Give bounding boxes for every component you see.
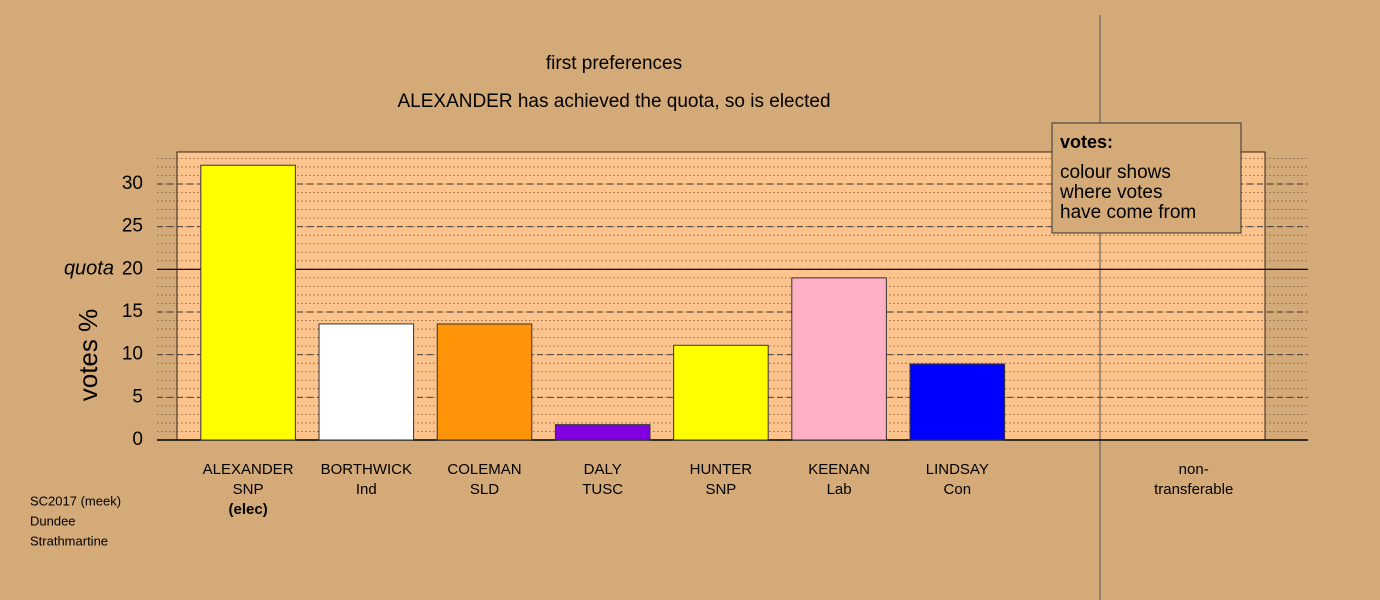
bar — [318, 323, 415, 441]
x-tick-label: COLEMAN — [447, 461, 521, 478]
chart-title: first preferences — [546, 53, 682, 74]
bar — [791, 277, 887, 441]
x-tick-label: Ind — [356, 481, 377, 498]
footnote: Dundee — [30, 513, 76, 528]
y-tick-label: 25 — [122, 216, 143, 237]
legend: votes: colour shows where votes have com… — [1051, 122, 1242, 234]
y-tick-label: 10 — [122, 344, 143, 365]
x-tick-label: SNP — [705, 481, 736, 498]
bar — [436, 323, 533, 441]
legend-box — [1051, 122, 1242, 234]
x-tick-label: KEENAN — [808, 461, 870, 478]
y-tick-label: 20 — [122, 258, 143, 279]
x-tick-label: Con — [944, 481, 972, 498]
x-tick-label: TUSC — [582, 481, 623, 498]
x-tick-label: HUNTER — [690, 461, 753, 478]
x-tick-label: transferable — [1154, 481, 1233, 498]
bar — [554, 424, 651, 441]
bar — [909, 363, 1006, 441]
elected-note: (elec) — [229, 501, 268, 518]
y-tick-label: 15 — [122, 301, 143, 322]
footnote: SC2017 (meek) — [30, 493, 121, 508]
legend-text: colour shows — [1060, 162, 1171, 183]
x-tick-label: non- — [1179, 461, 1209, 478]
x-tick-label: ALEXANDER — [203, 461, 294, 478]
footnote: Strathmartine — [30, 533, 108, 548]
y-axis-label: votes % — [73, 309, 103, 402]
x-tick-label: LINDSAY — [926, 461, 989, 478]
x-tick-label: SLD — [470, 481, 499, 498]
y-tick-label: 0 — [132, 429, 143, 450]
quota-label: quota — [64, 258, 114, 280]
x-tick-label: Lab — [827, 481, 852, 498]
x-tick-label: BORTHWICK — [321, 461, 412, 478]
bar — [673, 344, 769, 441]
x-tick-label: DALY — [584, 461, 622, 478]
chart-subtitle: ALEXANDER has achieved the quota, so is … — [397, 91, 830, 112]
y-tick-label: 30 — [122, 173, 143, 194]
bar — [200, 164, 296, 441]
y-tick-label: 5 — [132, 386, 143, 407]
x-tick-label: SNP — [233, 481, 264, 498]
legend-title: votes: — [1060, 132, 1113, 152]
legend-text: where votes — [1059, 182, 1162, 203]
legend-text: have come from — [1060, 202, 1196, 223]
